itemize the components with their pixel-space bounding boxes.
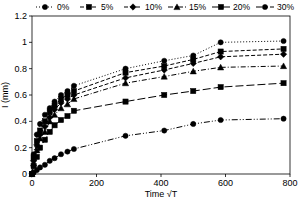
point [280, 63, 286, 69]
point [123, 99, 128, 104]
point [37, 165, 42, 170]
point [52, 123, 57, 128]
legend-marker [42, 4, 47, 9]
y-tick-label: 1 [22, 37, 27, 47]
point [161, 73, 167, 79]
y-tick [29, 16, 32, 17]
point [218, 64, 224, 70]
legend-marker [262, 4, 267, 9]
y-tick-label: 0 [22, 169, 27, 179]
point [162, 92, 167, 97]
point [47, 129, 52, 134]
point [123, 133, 128, 138]
legend-label: 30% [277, 2, 294, 12]
point [71, 96, 77, 102]
y-tick-label: 0.2 [14, 143, 27, 153]
point [218, 40, 223, 45]
point [190, 68, 196, 74]
point [58, 117, 63, 122]
point [42, 162, 47, 167]
x-tick [161, 174, 162, 177]
point [52, 156, 57, 161]
y-axis-title: I (mm) [0, 82, 10, 108]
x-axis-title: Time √T [145, 189, 178, 199]
point [47, 158, 52, 163]
point [218, 85, 223, 90]
x-tick-label: 800 [282, 178, 297, 188]
point [71, 83, 76, 88]
series-line [32, 49, 284, 174]
point [65, 149, 70, 154]
plot-frame [32, 16, 290, 174]
y-tick-label: 0.8 [14, 64, 27, 74]
x-tick-label: 0 [29, 178, 34, 188]
point [58, 105, 64, 111]
point [42, 112, 47, 117]
y-tick-label: 0.6 [14, 90, 27, 100]
series-line [32, 54, 284, 174]
y-tick [29, 68, 32, 69]
point [51, 112, 57, 118]
x-tick-label: 200 [89, 178, 104, 188]
legend-label: 0% [57, 2, 70, 12]
point [64, 101, 70, 107]
y-tick [29, 42, 32, 43]
point [122, 80, 128, 86]
point [281, 116, 286, 121]
legend-label: 15% [189, 2, 206, 12]
point [42, 137, 47, 142]
legend-marker [86, 4, 91, 9]
point [65, 113, 70, 118]
point [161, 67, 167, 73]
legend-label: 5% [101, 2, 114, 12]
x-tick-label: 600 [218, 178, 233, 188]
series-line [32, 83, 284, 174]
legend-marker [218, 4, 223, 9]
point [37, 145, 42, 150]
legend-label: 20% [233, 2, 250, 12]
point [162, 128, 167, 133]
point [190, 60, 196, 66]
legend-marker [174, 4, 180, 10]
point [58, 152, 63, 157]
point [191, 121, 196, 126]
point [281, 81, 286, 86]
series-line [32, 41, 284, 174]
y-tick-label: 1.2 [14, 11, 27, 21]
point [71, 146, 76, 151]
x-tick [96, 174, 97, 177]
series-line [32, 119, 284, 174]
point [217, 54, 223, 60]
point [218, 117, 223, 122]
y-tick [29, 95, 32, 96]
point [191, 88, 196, 93]
point [280, 51, 286, 57]
point [281, 38, 286, 43]
x-tick [290, 174, 291, 177]
legend-marker [130, 4, 136, 10]
point [162, 58, 167, 63]
plot-area [29, 38, 287, 177]
y-tick-label: 0.4 [14, 116, 27, 126]
y-tick [29, 121, 32, 122]
y-tick [29, 147, 32, 148]
chart: 0 200 400 600 800 0 0.2 0.4 0.6 0.8 1 1.2 Time √T I (… [0, 0, 300, 200]
point [34, 154, 39, 159]
x-tick-label: 400 [153, 178, 168, 188]
legend-label: 10% [145, 2, 162, 12]
point [37, 121, 42, 126]
legend: 0% 5% 10% 15% 20% 30% [36, 2, 294, 12]
point [71, 108, 76, 113]
series-line [32, 66, 284, 174]
x-tick [225, 174, 226, 177]
